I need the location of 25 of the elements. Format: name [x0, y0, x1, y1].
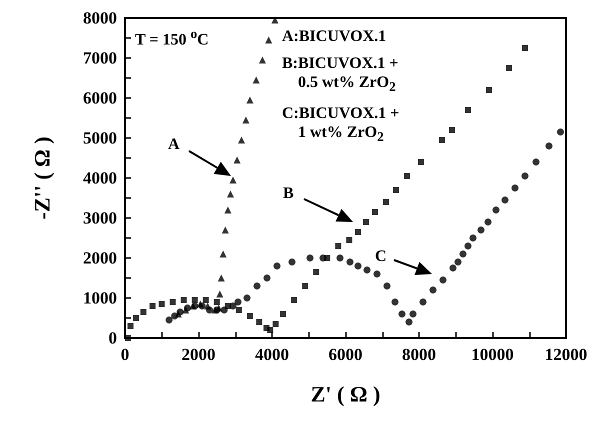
- y-axis-title: -Z'' ( Ω ): [30, 136, 54, 220]
- y-tick-label: 1000: [83, 288, 117, 308]
- y-tick-label: 4000: [83, 168, 117, 188]
- annotation: C: [375, 247, 387, 266]
- x-tick-label: 12000: [544, 345, 588, 364]
- x-tick-label: 6000: [328, 345, 362, 364]
- y-tick-label: 2000: [83, 248, 117, 268]
- annotation: C:BICUVOX.1 + 1 wt% ZrO$_{2}$: [282, 104, 400, 146]
- x-tick-label: 2000: [182, 345, 216, 364]
- y-tick-label: 3000: [83, 208, 117, 228]
- x-tick-label: 0: [120, 345, 130, 364]
- annotation: T = 150 $^{o}$C: [135, 25, 209, 50]
- y-tick-label: 0: [108, 328, 117, 348]
- y-tick-label: 7000: [83, 48, 117, 68]
- y-tick-label: 5000: [83, 128, 117, 148]
- x-tick-label: 8000: [402, 345, 436, 364]
- annotation: B:BICUVOX.1 + 0.5 wt% ZrO$_{2}$: [282, 54, 398, 96]
- annotation: B: [283, 184, 294, 203]
- annotation: A: [168, 135, 180, 154]
- x-axis-title: Z' ( Ω ): [310, 382, 380, 406]
- y-tick-label: 6000: [83, 88, 117, 108]
- y-tick-label: 8000: [83, 8, 117, 28]
- annotation: A:BICUVOX.1: [282, 27, 386, 46]
- x-tick-label: 10000: [471, 345, 514, 364]
- x-tick-label: 4000: [255, 345, 289, 364]
